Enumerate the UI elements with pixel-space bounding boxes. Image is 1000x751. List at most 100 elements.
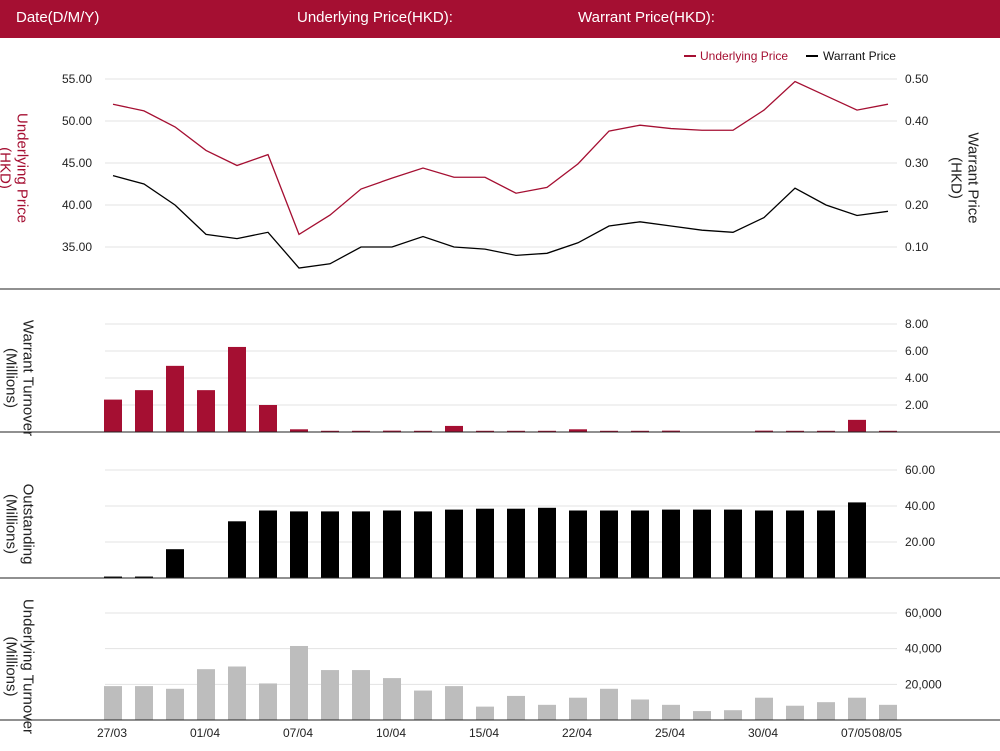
- warrant-turnover-bar: [507, 430, 525, 432]
- underlying-price-line: [112, 80, 889, 236]
- warrant-turnover-bar: [755, 430, 773, 432]
- outstanding-bar: [104, 576, 122, 578]
- outstanding-bar: [321, 511, 339, 578]
- outstanding-bar: [817, 510, 835, 578]
- warrant-turnover-bar: [879, 430, 897, 432]
- outstanding-bar: [569, 510, 587, 578]
- warrant-turnover-bar: [786, 430, 804, 432]
- outstanding-bar: [693, 509, 711, 578]
- underlying-turnover-axis-label: Underlying Turnover(Millions): [3, 599, 37, 734]
- underlying-turnover-bar: [166, 688, 184, 720]
- underlying-turnover-bar: [569, 697, 587, 720]
- underlying-turnover-bar: [879, 704, 897, 720]
- outstanding-tick-label: 20.00: [905, 535, 935, 549]
- underlying-turnover-bar: [693, 711, 711, 720]
- warrant-turnover-tick-label: 2.00: [905, 398, 929, 412]
- legend-warrant-label: Warrant Price: [823, 49, 896, 63]
- warrant-price-line: [112, 174, 889, 269]
- underlying-turnover-bar: [352, 670, 370, 720]
- underlying-turnover-bar: [104, 686, 122, 720]
- right-tick-label: 0.50: [905, 72, 929, 86]
- underlying-turnover-bar: [538, 704, 556, 720]
- x-tick-label: 30/04: [748, 726, 778, 740]
- warrant-turnover-bar: [166, 365, 184, 432]
- warrant-turnover-bar: [631, 430, 649, 432]
- x-tick-label: 07/05: [841, 726, 871, 740]
- left-axis-label: Underlying Price(HKD): [0, 113, 31, 223]
- date-label: Date(D/M/Y): [16, 9, 100, 26]
- underlying-price-label: Underlying Price(HKD):: [297, 9, 453, 26]
- x-tick-label: 27/03: [97, 726, 127, 740]
- underlying-turnover-bar: [786, 705, 804, 720]
- underlying-turnover-bar: [135, 686, 153, 720]
- outstanding-bar: [631, 510, 649, 578]
- underlying-turnover-bar: [290, 645, 308, 720]
- outstanding-tick-label: 40.00: [905, 499, 935, 513]
- underlying-turnover-bar: [476, 706, 494, 720]
- header-bar: Date(D/M/Y) Underlying Price(HKD): Warra…: [0, 0, 1000, 38]
- warrant-turnover-bar: [414, 430, 432, 432]
- warrant-turnover-bar: [383, 430, 401, 432]
- warrant-turnover-bar: [538, 430, 556, 432]
- x-tick-label: 15/04: [469, 726, 499, 740]
- underlying-turnover-bar: [228, 666, 246, 720]
- outstanding-bar: [445, 509, 463, 578]
- underlying-turnover-bar: [321, 670, 339, 720]
- warrant-turnover-tick-label: 6.00: [905, 344, 929, 358]
- warrant-price-label: Warrant Price(HKD):: [578, 9, 715, 26]
- right-tick-label: 0.40: [905, 114, 929, 128]
- outstanding-bar: [135, 576, 153, 578]
- warrant-turnover-bar: [445, 425, 463, 432]
- outstanding-bar: [166, 549, 184, 578]
- warrant-turnover-bar: [817, 430, 835, 432]
- warrant-turnover-bar: [476, 430, 494, 432]
- underlying-turnover-tick-label: 20,000: [905, 677, 942, 691]
- x-tick-label: 08/05: [872, 726, 902, 740]
- underlying-turnover-bar: [383, 678, 401, 720]
- outstanding-axis-label: Outstanding(Millions): [3, 484, 37, 565]
- warrant-turnover-bar: [662, 430, 680, 432]
- outstanding-bar: [662, 509, 680, 578]
- underlying-turnover-bar: [817, 702, 835, 720]
- underlying-turnover-bar: [259, 683, 277, 720]
- warrant-turnover-bar: [197, 390, 215, 432]
- outstanding-bar: [228, 521, 246, 578]
- outstanding-bar: [476, 508, 494, 578]
- right-tick-label: 0.30: [905, 156, 929, 170]
- right-tick-label: 0.20: [905, 198, 929, 212]
- legend-underlying-label: Underlying Price: [700, 49, 788, 63]
- underlying-turnover-bar: [724, 710, 742, 720]
- underlying-turnover-bar: [445, 686, 463, 720]
- outstanding-bar: [290, 511, 308, 578]
- underlying-turnover-bar: [507, 695, 525, 720]
- x-tick-label: 25/04: [655, 726, 685, 740]
- outstanding-bar: [414, 511, 432, 578]
- x-tick-label: 07/04: [283, 726, 313, 740]
- left-tick-label: 35.00: [62, 240, 92, 254]
- underlying-turnover-bar: [848, 697, 866, 720]
- warrant-turnover-bar: [228, 346, 246, 432]
- warrant-turnover-axis-label: Warrant Turnover(Millions): [3, 320, 37, 436]
- underlying-turnover-tick-label: 40,000: [905, 642, 942, 656]
- underlying-turnover-bar: [755, 697, 773, 720]
- warrant-turnover-bar: [135, 390, 153, 432]
- outstanding-bar: [352, 511, 370, 578]
- x-tick-label: 01/04: [190, 726, 220, 740]
- left-tick-label: 40.00: [62, 198, 92, 212]
- underlying-turnover-bar: [197, 669, 215, 720]
- x-tick-label: 10/04: [376, 726, 406, 740]
- outstanding-bar: [600, 510, 618, 578]
- underlying-turnover-bar: [662, 704, 680, 720]
- left-tick-label: 45.00: [62, 156, 92, 170]
- underlying-turnover-bar: [631, 699, 649, 720]
- underlying-turnover-bar: [600, 688, 618, 720]
- warrant-turnover-bar: [600, 430, 618, 432]
- outstanding-bar: [507, 508, 525, 578]
- outstanding-bar: [538, 507, 556, 578]
- outstanding-bar: [848, 502, 866, 578]
- warrant-turnover-bar: [290, 429, 308, 432]
- warrant-turnover-bar: [104, 399, 122, 432]
- left-tick-label: 55.00: [62, 72, 92, 86]
- warrant-turnover-bar: [569, 429, 587, 432]
- right-tick-label: 0.10: [905, 240, 929, 254]
